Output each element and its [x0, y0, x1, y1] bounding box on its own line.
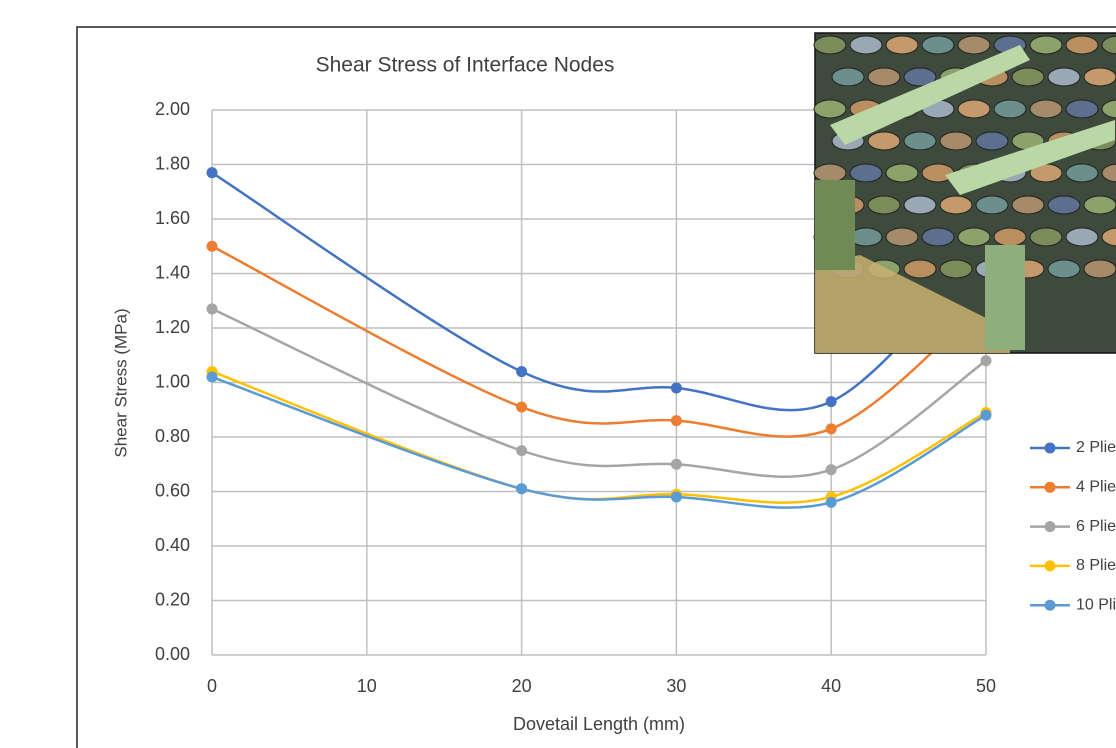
y-tick-label: 0.60	[155, 480, 190, 500]
mesh-cell	[1012, 196, 1044, 214]
mesh-cell	[940, 260, 972, 278]
data-point	[207, 372, 218, 383]
y-tick-label: 0.40	[155, 535, 190, 555]
data-point	[516, 402, 527, 413]
mesh-wall	[815, 180, 855, 270]
y-tick-label: 0.00	[155, 644, 190, 664]
data-point	[207, 241, 218, 252]
legend-marker	[1045, 560, 1056, 571]
mesh-cell	[922, 228, 954, 246]
y-tick-label: 1.20	[155, 317, 190, 337]
mesh-cell	[1030, 36, 1062, 54]
mesh-cell	[904, 196, 936, 214]
data-point	[981, 355, 992, 366]
legend-marker	[1045, 600, 1056, 611]
x-tick-label: 20	[512, 676, 532, 696]
x-axis-title: Dovetail Length (mm)	[513, 714, 685, 734]
mesh-cell	[850, 164, 882, 182]
mesh-cell	[814, 164, 846, 182]
mesh-cell	[1084, 68, 1116, 86]
x-tick-label: 10	[357, 676, 377, 696]
mesh-cell	[1084, 196, 1116, 214]
data-point	[826, 396, 837, 407]
data-point	[671, 491, 682, 502]
mesh-cell	[922, 36, 954, 54]
mesh-cell	[958, 100, 990, 118]
mesh-cell	[1084, 260, 1116, 278]
x-tick-label: 40	[821, 676, 841, 696]
y-tick-label: 0.20	[155, 589, 190, 609]
y-tick-label: 2.00	[155, 99, 190, 119]
data-point	[981, 410, 992, 421]
inset-image	[814, 33, 1116, 353]
legend-marker	[1045, 443, 1056, 454]
y-axis-title: Shear Stress (MPa)	[111, 308, 130, 457]
mesh-cell	[1066, 100, 1098, 118]
y-tick-label: 1.80	[155, 153, 190, 173]
mesh-cell	[994, 100, 1026, 118]
mesh-wall	[985, 245, 1025, 350]
mesh-cell	[886, 164, 918, 182]
page: {"chart_data": { "type": "line", "title"…	[0, 0, 1116, 748]
mesh-cell	[1066, 164, 1098, 182]
legend-label: 8 Plies	[1076, 557, 1116, 574]
y-tick-label: 0.80	[155, 426, 190, 446]
x-tick-label: 30	[666, 676, 686, 696]
mesh-cell	[994, 228, 1026, 246]
data-point	[207, 167, 218, 178]
data-point	[516, 483, 527, 494]
chart-title: Shear Stress of Interface Nodes	[316, 54, 615, 77]
mesh-cell	[976, 132, 1008, 150]
mesh-cell	[1066, 228, 1098, 246]
mesh-cell	[1048, 68, 1080, 86]
mesh-cell	[850, 36, 882, 54]
data-point	[826, 464, 837, 475]
data-point	[516, 445, 527, 456]
mesh-cell	[1030, 228, 1062, 246]
data-point	[207, 303, 218, 314]
legend-label: 6 Plies	[1076, 518, 1116, 535]
mesh-cell	[868, 68, 900, 86]
chart: Shear Stress of Interface Nodes Shear St…	[0, 0, 1116, 748]
mesh-cell	[1030, 100, 1062, 118]
mesh-cell	[1048, 196, 1080, 214]
data-point	[826, 497, 837, 508]
x-tick-label: 0	[207, 676, 217, 696]
legend-label: 4 Plies	[1076, 479, 1116, 496]
mesh-cell	[868, 196, 900, 214]
x-tick-label: 50	[976, 676, 996, 696]
legend-label: 10 Plies	[1076, 596, 1116, 613]
data-point	[516, 366, 527, 377]
mesh-cell	[904, 260, 936, 278]
legend-marker	[1045, 521, 1056, 532]
mesh-cell	[868, 132, 900, 150]
mesh-cell	[1012, 68, 1044, 86]
mesh-cell	[1048, 260, 1080, 278]
mesh-cell	[976, 196, 1008, 214]
data-point	[671, 459, 682, 470]
data-point	[671, 382, 682, 393]
mesh-cell	[886, 36, 918, 54]
mesh-cell	[814, 100, 846, 118]
mesh-cell	[904, 132, 936, 150]
mesh-cell	[814, 36, 846, 54]
legend-label: 2 Plies	[1076, 439, 1116, 456]
legend-marker	[1045, 482, 1056, 493]
mesh-cell	[940, 196, 972, 214]
mesh-cell	[886, 228, 918, 246]
mesh-cell	[958, 36, 990, 54]
mesh-cell	[1066, 36, 1098, 54]
y-tick-label: 1.60	[155, 208, 190, 228]
y-tick-label: 1.40	[155, 262, 190, 282]
mesh-cell	[940, 132, 972, 150]
mesh-cell	[832, 68, 864, 86]
mesh-cell	[958, 228, 990, 246]
y-tick-label: 1.00	[155, 371, 190, 391]
data-point	[826, 423, 837, 434]
data-point	[671, 415, 682, 426]
